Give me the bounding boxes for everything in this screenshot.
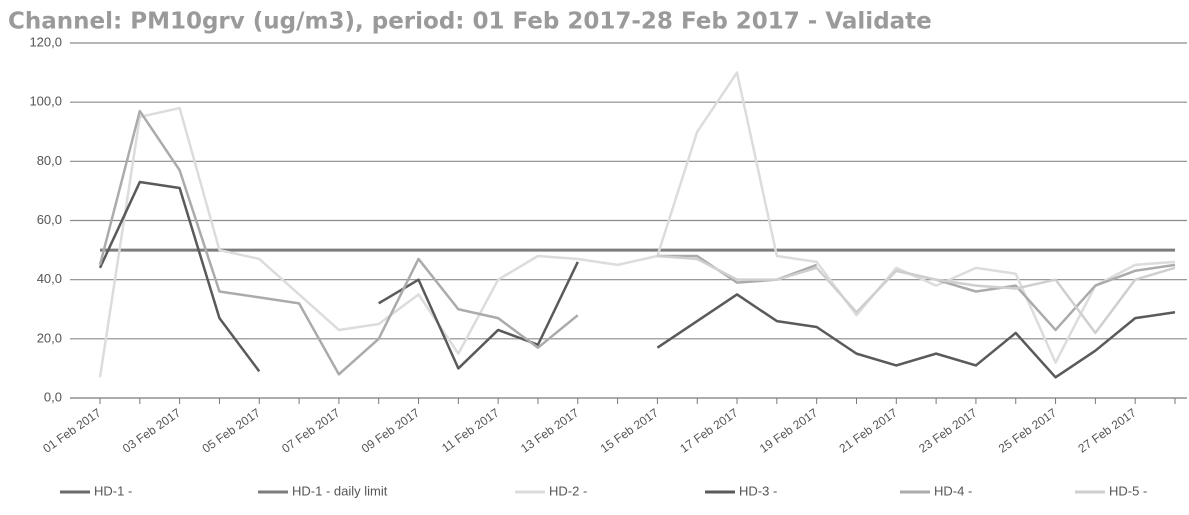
x-tick-label: 03 Feb 2017 bbox=[120, 405, 183, 455]
y-tick-label: 20,0 bbox=[37, 330, 62, 345]
legend-label: HD-1 - bbox=[94, 483, 132, 498]
x-tick-label: 23 Feb 2017 bbox=[916, 405, 979, 455]
legend-label: HD-2 - bbox=[549, 483, 587, 498]
x-tick-label: 21 Feb 2017 bbox=[837, 405, 900, 455]
series-line bbox=[98, 109, 579, 376]
x-tick-label: 09 Feb 2017 bbox=[359, 405, 422, 455]
chart-title: Channel: PM10grv (ug/m3), period: 01 Feb… bbox=[8, 9, 932, 35]
x-tick-label: 01 Feb 2017 bbox=[40, 405, 103, 455]
legend-label: HD-4 - bbox=[934, 483, 972, 498]
x-tick-label: 25 Feb 2017 bbox=[996, 405, 1059, 455]
x-tick-label: 05 Feb 2017 bbox=[200, 405, 263, 455]
series-line bbox=[378, 261, 579, 370]
x-tick-label: 11 Feb 2017 bbox=[439, 405, 502, 455]
legend-label: HD-1 - daily limit bbox=[292, 483, 388, 498]
series-line bbox=[98, 180, 261, 373]
x-tick-label: 13 Feb 2017 bbox=[518, 405, 581, 455]
y-tick-label: 120,0 bbox=[29, 34, 62, 49]
legend-label: HD-3 - bbox=[739, 483, 777, 498]
series-line bbox=[657, 254, 1176, 335]
legend-label: HD-5 - bbox=[1109, 483, 1147, 498]
series-line bbox=[656, 293, 1176, 379]
y-tick-label: 80,0 bbox=[37, 153, 62, 168]
x-tick-label: 15 Feb 2017 bbox=[598, 405, 661, 455]
x-tick-label: 19 Feb 2017 bbox=[757, 405, 820, 455]
x-tick-label: 17 Feb 2017 bbox=[677, 405, 740, 455]
y-tick-label: 100,0 bbox=[29, 94, 62, 109]
y-tick-label: 60,0 bbox=[37, 212, 62, 227]
series-line bbox=[98, 71, 1176, 378]
x-tick-label: 07 Feb 2017 bbox=[279, 405, 342, 455]
y-tick-label: 40,0 bbox=[37, 271, 62, 286]
x-tick-label: 27 Feb 2017 bbox=[1075, 405, 1138, 455]
y-tick-label: 0,0 bbox=[44, 389, 62, 404]
